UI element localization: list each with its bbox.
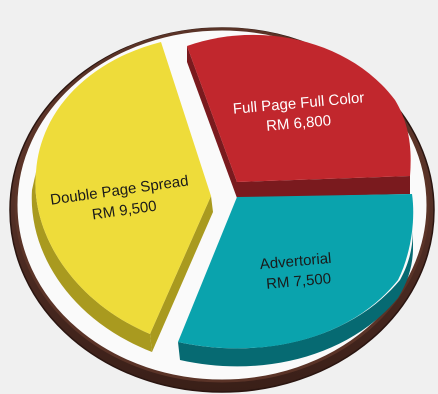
value-advertorial: RM 7,500 <box>265 270 331 293</box>
slice-advertorial <box>178 194 414 367</box>
slice-side <box>31 172 152 352</box>
slice-top <box>178 194 414 349</box>
slice-side <box>178 228 413 367</box>
value-full-page-full-color: RM 6,800 <box>265 112 331 135</box>
label-advertorial: Advertorial <box>259 250 332 273</box>
slice-top <box>187 34 411 182</box>
slice-full-page-full-color <box>187 34 411 198</box>
slice-side <box>237 176 410 198</box>
slice-side <box>150 196 213 352</box>
slice-top <box>35 42 211 334</box>
slice-side <box>187 46 237 198</box>
slice-double-page-spread <box>31 42 213 352</box>
